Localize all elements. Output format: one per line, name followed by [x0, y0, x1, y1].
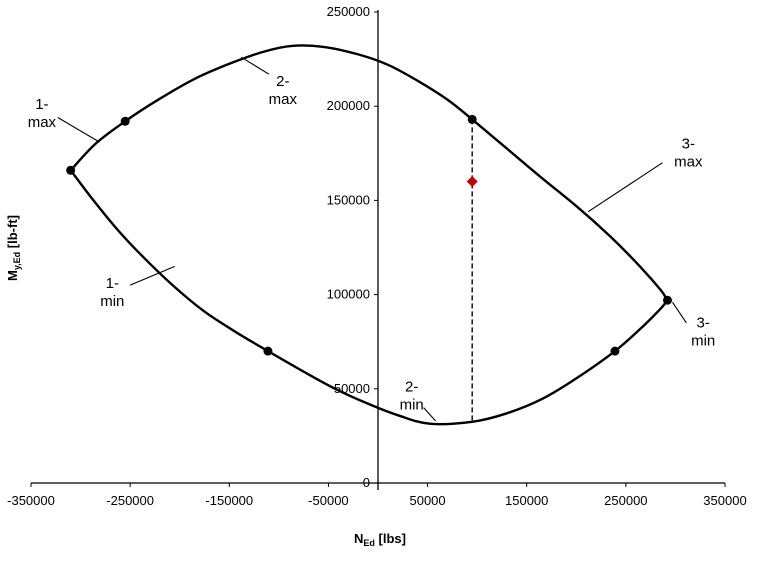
- annotation-label-line1: 1-: [106, 275, 119, 292]
- y-tick-label: 200000: [327, 98, 370, 113]
- annotation-leader-line: [129, 265, 175, 286]
- key-point-marker-point-1-max: [120, 116, 130, 126]
- series-interaction-envelope-lower: [69, 169, 669, 426]
- x-tick-label: -50000: [308, 493, 348, 508]
- annotation-label-line2: max: [28, 114, 57, 131]
- design-point-marker: [466, 176, 478, 188]
- annotation-label-line1: 2-: [405, 378, 418, 395]
- series-interaction-envelope-upper: [69, 44, 669, 302]
- x-tick-label: -250000: [106, 493, 154, 508]
- x-tick-label: 250000: [604, 493, 647, 508]
- annotation-leader-line: [587, 162, 663, 213]
- annotation-label-line1: 2-: [276, 73, 289, 90]
- annotation-label-line1: 1-: [35, 96, 48, 113]
- annotation-leader-line: [671, 301, 687, 324]
- annotation-label-line2: max: [674, 153, 703, 170]
- key-point-marker-point-1-low: [263, 346, 273, 356]
- annotation-label-line2: min: [691, 332, 715, 349]
- x-tick-label: 150000: [505, 493, 548, 508]
- y-tick-label: 50000: [334, 381, 370, 396]
- x-tick-label: 350000: [703, 493, 746, 508]
- y-tick-label: 100000: [327, 287, 370, 302]
- key-point-marker-point-2-top: [467, 114, 477, 124]
- y-axis-title: My,Ed [lb-ft]: [5, 215, 22, 281]
- x-tick-label: -350000: [7, 493, 55, 508]
- x-axis-title: NEd [lbs]: [354, 531, 406, 548]
- annotation-label-line2: min: [100, 293, 124, 310]
- x-tick-label: -150000: [205, 493, 253, 508]
- annotation-label-line2: max: [269, 91, 298, 108]
- annotation-leader-line: [423, 407, 436, 422]
- key-point-marker-left-vertex: [66, 165, 76, 175]
- annotation-leader-line: [240, 56, 270, 75]
- annotation-label-line2: min: [400, 396, 424, 413]
- x-tick-label: 50000: [409, 493, 445, 508]
- y-tick-label: 0: [363, 475, 370, 490]
- y-tick-label: 150000: [327, 192, 370, 207]
- annotation-label-line1: 3-: [697, 314, 710, 331]
- annotation-label-line1: 3-: [682, 135, 695, 152]
- annotation-leader-line: [57, 117, 100, 143]
- y-tick-label: 250000: [327, 4, 370, 19]
- key-point-marker-point-3-min: [610, 346, 620, 356]
- key-point-marker-right-vertex: [662, 295, 672, 305]
